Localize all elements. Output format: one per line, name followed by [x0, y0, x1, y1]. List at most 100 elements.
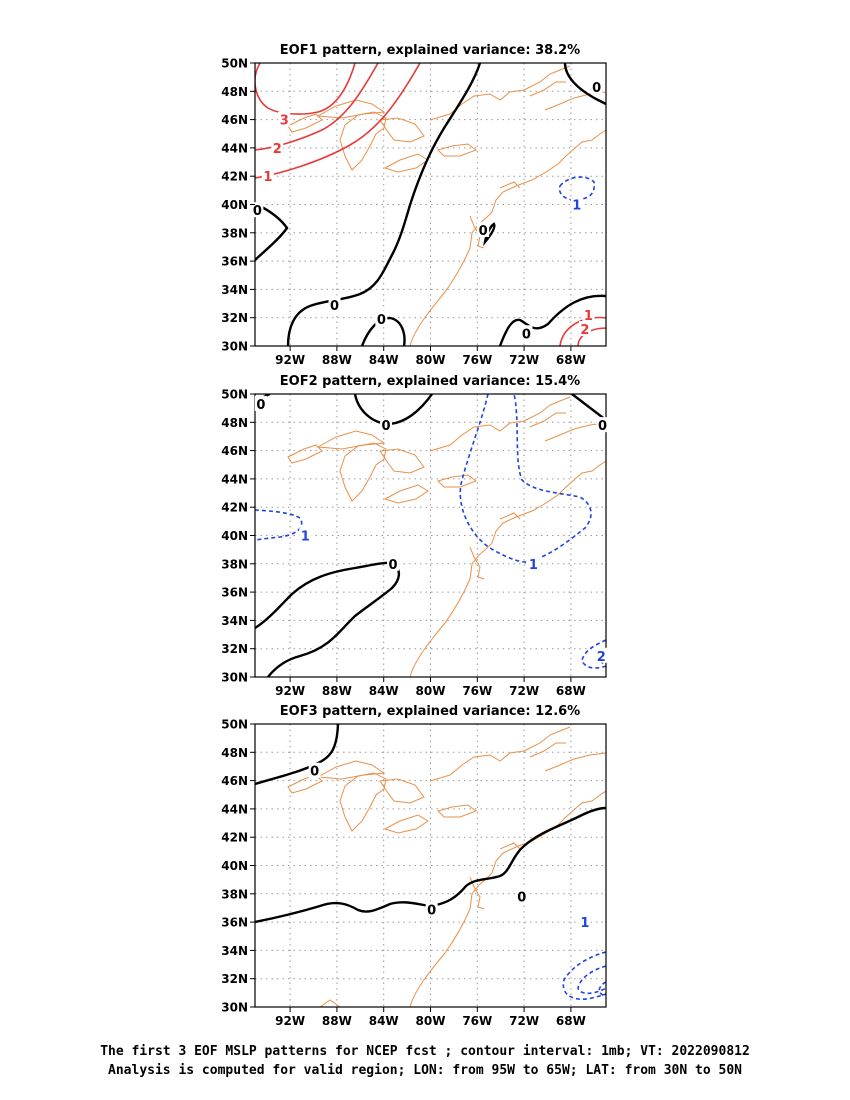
contour-label-bg — [299, 527, 312, 543]
y-tick-label: 44N — [221, 141, 248, 155]
y-tick-label: 32N — [221, 972, 248, 986]
contour-label: 0 — [479, 224, 488, 239]
x-tick-label: 88W — [322, 1014, 352, 1028]
contour-label-bg — [582, 306, 595, 322]
contour-label-bg — [520, 325, 533, 341]
contour-label-bg — [477, 221, 490, 237]
eof3-title: EOF3 pattern, explained variance: 12.6% — [280, 704, 580, 719]
caption-line-2: Analysis is computed for valid region; L… — [108, 1063, 742, 1078]
contour-label: 0 — [592, 81, 601, 96]
x-tick-label: 72W — [509, 1014, 539, 1028]
y-tick-label: 40N — [221, 529, 248, 543]
caption-line-1: The first 3 EOF MSLP patterns for NCEP f… — [100, 1044, 750, 1059]
contour-label-bg — [595, 647, 608, 663]
eof2-title: EOF2 pattern, explained variance: 15.4% — [280, 374, 580, 389]
eof3-panel: EOF3 pattern, explained variance: 12.6% — [221, 704, 607, 1028]
y-tick-label: 30N — [221, 340, 248, 354]
x-tick-label: 76W — [462, 684, 492, 698]
y-tick-label: 36N — [221, 916, 248, 930]
contour-label-bg — [380, 417, 393, 433]
contour-label: 0 — [330, 299, 339, 314]
eof2-axes: 50N 48N 46N 44N 42N 40N 38N 36N 34N 32N 30N 92W 88W 8… — [221, 388, 586, 699]
eof1-gridlines — [255, 63, 606, 346]
contour-label: 2 — [597, 650, 606, 665]
contour-label: 0 — [427, 903, 436, 918]
y-tick-label: 38N — [221, 557, 248, 571]
x-tick-label: 76W — [462, 1014, 492, 1028]
y-tick-label: 48N — [221, 416, 248, 430]
eof1-panel: EOF1 pattern, explained variance: 38.2% — [221, 43, 607, 367]
contour-label-bg — [308, 762, 321, 778]
y-tick-label: 32N — [221, 642, 248, 656]
contour-label: 0 — [253, 204, 262, 219]
contour-label-bg — [515, 888, 528, 904]
eof2-coastlines — [287, 396, 606, 677]
y-tick-label: 50N — [221, 57, 248, 71]
y-tick-label: 50N — [221, 388, 248, 402]
contour-label-bg — [387, 555, 400, 571]
contour-label-bg — [578, 914, 591, 930]
contour-label: 1 — [529, 558, 538, 573]
y-tick-label: 34N — [221, 944, 248, 958]
x-tick-label: 84W — [369, 353, 399, 367]
contour-label: 0 — [598, 419, 607, 434]
contour-label-bg — [254, 395, 267, 411]
x-tick-label: 72W — [509, 684, 539, 698]
y-tick-label: 46N — [221, 444, 248, 458]
eof1-title: EOF1 pattern, explained variance: 38.2% — [280, 43, 580, 58]
y-tick-label: 44N — [221, 802, 248, 816]
y-tick-label: 46N — [221, 774, 248, 788]
contour-label: 2 — [580, 323, 589, 338]
y-tick-label: 48N — [221, 746, 248, 760]
x-tick-label: 80W — [416, 353, 446, 367]
contour-label-bg — [375, 311, 388, 327]
x-tick-label: 72W — [509, 353, 539, 367]
y-tick-label: 34N — [221, 283, 248, 297]
x-tick-label: 88W — [322, 684, 352, 698]
x-tick-label: 80W — [416, 1014, 446, 1028]
contour-label: 0 — [377, 313, 386, 328]
y-tick-label: 48N — [221, 85, 248, 99]
y-tick-label: 44N — [221, 472, 248, 486]
eof3-coastlines — [287, 726, 606, 1007]
y-tick-label: 32N — [221, 311, 248, 325]
contour-label-bg — [278, 111, 291, 127]
y-tick-label: 30N — [221, 1001, 248, 1015]
x-tick-label: 80W — [416, 684, 446, 698]
contour-label: 1 — [584, 309, 593, 324]
contour-label: 0 — [382, 419, 391, 434]
x-tick-label: 76W — [462, 353, 492, 367]
eof2-panel: EOF2 pattern, explained variance: 15.4% — [221, 374, 609, 699]
contour-label-bg — [251, 202, 264, 218]
y-tick-label: 30N — [221, 671, 248, 685]
contour-label-bg — [425, 901, 438, 917]
contour-label: 0 — [522, 327, 531, 342]
contour-label-bg — [590, 79, 603, 95]
contour-label-bg — [328, 296, 341, 312]
y-tick-label: 42N — [221, 501, 248, 515]
y-tick-label: 38N — [221, 226, 248, 240]
contour-label-bg — [261, 168, 274, 184]
contour-label-bg — [578, 321, 591, 337]
eof2-gridlines — [255, 394, 606, 677]
x-tick-label: 68W — [556, 684, 586, 698]
x-tick-label: 84W — [369, 1014, 399, 1028]
y-tick-label: 40N — [221, 198, 248, 212]
eof2-labels: 0 0 0 1 0 1 2 — [254, 395, 609, 665]
y-tick-label: 50N — [221, 718, 248, 732]
contour-label: 0 — [517, 891, 526, 906]
contour-label-bg — [570, 196, 583, 212]
contour-label: 0 — [310, 765, 319, 780]
x-tick-label: 92W — [275, 353, 305, 367]
contour-label-bg — [596, 417, 609, 433]
eof3-labels: 0 0 0 1 — [308, 762, 591, 931]
x-tick-label: 68W — [556, 1014, 586, 1028]
y-tick-label: 36N — [221, 586, 248, 600]
y-tick-label: 42N — [221, 170, 248, 184]
contour-label: 0 — [389, 558, 398, 573]
contour-label-bg — [271, 139, 284, 155]
contour-label: 1 — [580, 916, 589, 931]
contour-label: 0 — [256, 398, 265, 413]
